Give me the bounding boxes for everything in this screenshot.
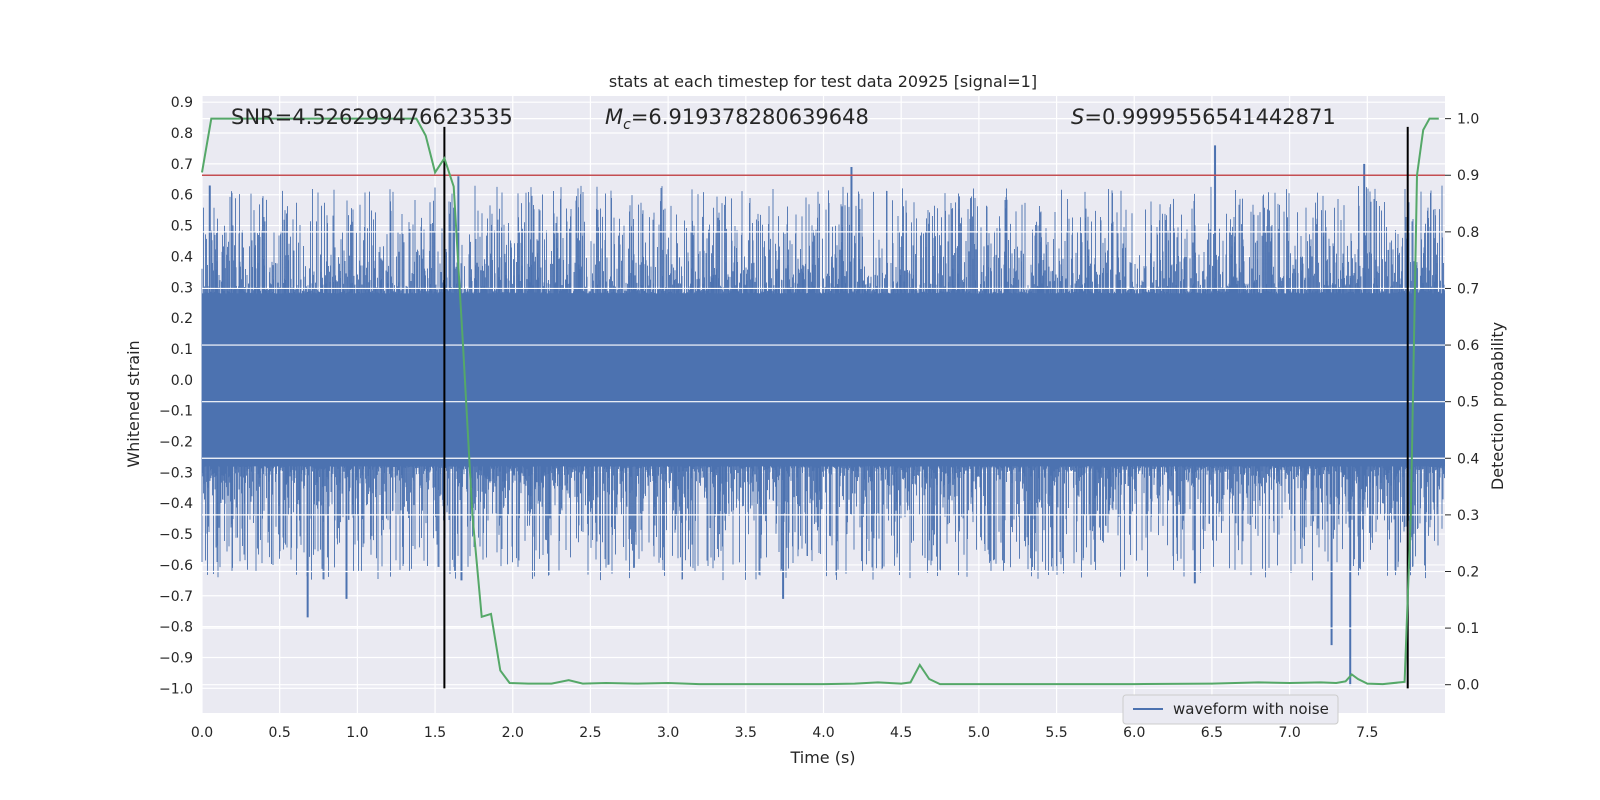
snr-annotation: SNR=4.526299476623535	[231, 105, 513, 129]
x-tick-label: 7.0	[1278, 725, 1300, 741]
y-tick-label: 0.2	[171, 311, 193, 327]
y2-tick-label: 0.6	[1457, 338, 1479, 354]
y-tick-label: 0.4	[171, 249, 193, 265]
waveform-with-noise-series	[201, 145, 1445, 686]
y2-tick-label: 0.7	[1457, 281, 1479, 297]
x-tick-label: 3.5	[735, 725, 757, 741]
y2-tick-label: 0.5	[1457, 395, 1479, 411]
x-tick-label: 2.5	[579, 725, 601, 741]
x-axis-label: Time (s)	[789, 748, 855, 767]
y-tick-label: 0.1	[171, 342, 193, 358]
y-tick-label: −0.7	[159, 589, 193, 605]
y-tick-label: −0.2	[159, 435, 193, 451]
y2-tick-label: 0.4	[1457, 451, 1479, 467]
chirp-mass-symbol: M	[605, 105, 623, 129]
y-tick-label: −0.5	[159, 527, 193, 543]
x-tick-label: 0.0	[191, 725, 213, 741]
x-tick-label: 6.0	[1123, 725, 1145, 741]
y-tick-label: −0.4	[159, 496, 193, 512]
x-tick-labels: 0.0 0.5 1.0 1.5 2.0 2.5 3.0 3.5 4.0 4.5 5.0 5.5 6.0 6…	[191, 725, 1379, 741]
x-tick-label: 0.5	[269, 725, 291, 741]
chirp-mass-value: =6.919378280639648	[631, 105, 869, 129]
y-tick-label: −0.6	[159, 558, 193, 574]
y2-tick-label: 0.3	[1457, 508, 1479, 524]
x-tick-label: 2.0	[502, 725, 524, 741]
y-tick-label: −0.8	[159, 620, 193, 636]
y-tick-label: 0.6	[171, 188, 193, 204]
waveform-core	[202, 293, 1445, 467]
y2-tick-labels: 1.0 0.9 0.8 0.7 0.6 0.5 0.4 0.3 0.2 0.1 0.0	[1445, 112, 1479, 694]
chirp-mass-subscript: c	[623, 117, 631, 133]
grid-lines-over-waveform	[202, 118, 1445, 686]
y-tick-label: 0.0	[171, 373, 193, 389]
score-value: =0.9999556541442871	[1084, 105, 1335, 129]
y-tick-label: −0.3	[159, 465, 193, 481]
chirp-mass-annotation: Mc=6.919378280639648	[605, 105, 869, 133]
y-tick-label: −0.1	[159, 404, 193, 420]
detection-probability-line	[201, 117, 1439, 686]
y2-tick-label: 0.8	[1457, 225, 1479, 241]
x-tick-label: 4.5	[890, 725, 912, 741]
y2-tick-label: 0.2	[1457, 564, 1479, 580]
y-tick-label: 0.8	[171, 126, 193, 142]
chart-title: stats at each timestep for test data 209…	[609, 72, 1037, 91]
x-tick-label: 3.0	[657, 725, 679, 741]
y-tick-label: 0.9	[171, 95, 193, 111]
y2-tick-label: 0.0	[1457, 678, 1479, 694]
y-axis-label: Whitened strain	[124, 340, 143, 467]
y2-tick-label: 1.0	[1457, 112, 1479, 128]
y-tick-label: 0.7	[171, 157, 193, 173]
y-tick-label: 0.5	[171, 219, 193, 235]
legend-box	[1122, 694, 1339, 725]
score-annotation: S=0.9999556541442871	[1071, 105, 1336, 129]
score-symbol: S	[1071, 105, 1084, 129]
x-tick-label: 1.5	[424, 725, 446, 741]
y-tick-label: −0.9	[159, 650, 193, 666]
y-tick-labels: 0.9 0.8 0.7 0.6 0.5 0.4 0.3 0.2 0.1 0.0 −0.1 −0.2 −0…	[159, 95, 193, 697]
legend: waveform with noise	[1122, 694, 1339, 725]
x-tick-label: 6.5	[1201, 725, 1223, 741]
y2-tick-label: 0.9	[1457, 168, 1479, 184]
x-tick-label: 5.0	[968, 725, 990, 741]
x-tick-label: 7.5	[1356, 725, 1378, 741]
x-tick-label: 4.0	[812, 725, 834, 741]
legend-entry-waveform: waveform with noise	[1173, 700, 1329, 718]
y2-tick-label: 0.1	[1457, 621, 1479, 637]
x-tick-label: 1.0	[346, 725, 368, 741]
y2-axis-label: Detection probability	[1488, 322, 1507, 490]
y-tick-label: 0.3	[171, 280, 193, 296]
x-tick-label: 5.5	[1045, 725, 1067, 741]
y-tick-label: −1.0	[159, 681, 193, 697]
